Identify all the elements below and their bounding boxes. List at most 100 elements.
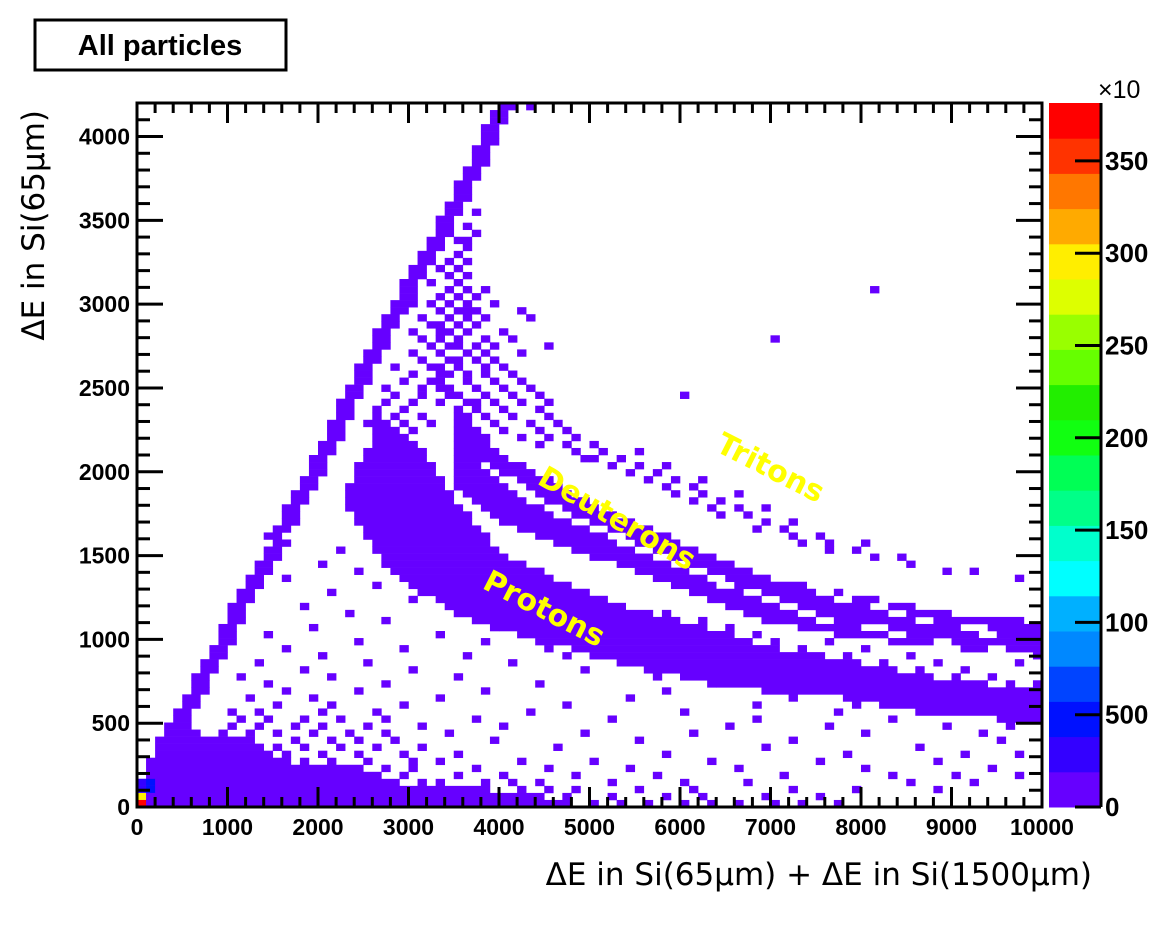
- heatmap-cell-run: [327, 419, 346, 428]
- heatmap-cell-run: [725, 722, 735, 730]
- heatmap-cell-run: [797, 799, 807, 808]
- heatmap-cell-run: [435, 778, 445, 787]
- heatmap-cell-run: [417, 250, 436, 259]
- heatmap-cell-run: [435, 694, 445, 702]
- heatmap-cell-run: [625, 764, 636, 773]
- colorbar-band: [1049, 208, 1101, 245]
- x-tick-label: 5000: [564, 814, 615, 840]
- heatmap-cell-run: [137, 792, 545, 801]
- heatmap-cell-run: [634, 785, 645, 794]
- heatmap-cell-run: [372, 708, 382, 716]
- heatmap-cell-run: [390, 412, 400, 421]
- heatmap-cell-run: [453, 609, 654, 618]
- heatmap-cell-run: [345, 483, 445, 491]
- heatmap-cell-run: [734, 490, 744, 498]
- heatmap-cell-run: [345, 504, 464, 512]
- heatmap-cell-run: [381, 321, 400, 329]
- heatmap-cell-run: [752, 715, 762, 723]
- heatmap-cell-run: [562, 792, 572, 801]
- heatmap-cell-run: [453, 771, 464, 780]
- heatmap-cell-run: [643, 799, 654, 808]
- heatmap-cell-run: [906, 778, 916, 787]
- heatmap-cell-run: [462, 300, 473, 308]
- heatmap-cell-run: [363, 455, 427, 463]
- heatmap-cell-run: [408, 764, 418, 773]
- heatmap-cell-run: [308, 455, 328, 463]
- heatmap-cell-run: [327, 426, 346, 435]
- heatmap-cell-run: [435, 307, 445, 315]
- heatmap-cell-run: [462, 166, 482, 174]
- heatmap-cell-run: [544, 412, 554, 421]
- heatmap-cell-run: [508, 370, 518, 378]
- heatmap-cell-run: [499, 328, 509, 336]
- heatmap-cell-run: [336, 546, 346, 554]
- heatmap-cell-run: [716, 511, 726, 519]
- heatmap-cell-run: [879, 659, 889, 667]
- heatmap-cell-run: [453, 412, 473, 421]
- heatmap-cell-run: [263, 631, 274, 639]
- heatmap-cell-run: [544, 645, 554, 653]
- heatmap-cell-run: [444, 300, 455, 308]
- heatmap-cell-run: [263, 546, 283, 554]
- heatmap-cell-run: [408, 581, 572, 590]
- heatmap-cell-run: [815, 792, 826, 801]
- heatmap-cell-run: [616, 659, 862, 667]
- heatmap-cell-run: [788, 518, 798, 526]
- heatmap-cell-run: [978, 729, 988, 737]
- colorbar-band: [1049, 666, 1101, 702]
- heatmap-cell-run: [453, 363, 464, 371]
- heatmap-cell-run: [833, 588, 844, 597]
- heatmap-cell-run: [318, 447, 337, 456]
- heatmap-cell-run: [797, 539, 807, 547]
- y-tick-label: 0: [117, 794, 130, 820]
- heatmap-cell-run: [354, 476, 445, 484]
- heatmap-cell-run: [906, 560, 916, 568]
- heatmap-cell-run: [354, 469, 436, 477]
- heatmap-cell-run: [372, 328, 391, 336]
- y-tick-label: 2000: [79, 459, 130, 485]
- heatmap-cell-run: [227, 616, 246, 625]
- heatmap-cell-run: [987, 623, 1043, 632]
- heatmap-cell-run: [363, 419, 391, 428]
- heatmap-cell-run: [146, 757, 292, 766]
- heatmap-cell-run: [851, 595, 880, 604]
- heatmap-cell-run: [888, 623, 961, 632]
- colorbar-tick-label: 250: [1105, 331, 1148, 361]
- heatmap-cell-run: [435, 370, 455, 378]
- heatmap-cell-run: [580, 455, 590, 463]
- heatmap-cell-run: [707, 799, 717, 808]
- heatmap-cell-run: [363, 532, 491, 540]
- heatmap-cells: [137, 103, 1043, 808]
- colorbar-tick-label: 100: [1105, 607, 1148, 637]
- y-tick-label: 500: [92, 710, 130, 736]
- heatmap-cell-run: [299, 743, 310, 751]
- heatmap-cell-run: [996, 631, 1043, 639]
- heatmap-cell-run: [381, 764, 391, 773]
- heatmap-cell-run: [480, 131, 500, 139]
- heatmap-cell-run: [643, 476, 654, 484]
- heatmap-cell-run: [861, 729, 871, 737]
- colorbar-multiplier: ×10: [1098, 76, 1140, 104]
- heatmap-cell-run: [670, 490, 681, 498]
- heatmap-cell-run: [480, 391, 491, 399]
- heatmap-cell-run: [381, 715, 391, 723]
- heatmap-cell-run: [426, 363, 445, 371]
- heatmap-cell-run: [526, 314, 536, 322]
- heatmap-cell-run: [462, 349, 473, 357]
- heatmap-cell-run: [517, 757, 527, 766]
- heatmap-cell-run: [318, 708, 328, 716]
- heatmap-cell-run: [616, 799, 626, 808]
- heatmap-cell-run: [499, 771, 509, 780]
- heatmap-cell-run: [499, 384, 509, 392]
- heatmap-cell-run: [634, 462, 645, 470]
- heatmap-cell-run: [345, 490, 455, 498]
- heatmap-cell-run: [435, 215, 455, 223]
- heatmap-cell-run: [435, 398, 445, 407]
- heatmap-cell-run: [272, 701, 283, 709]
- heatmap-cell-run: [462, 490, 518, 498]
- heatmap-cell-run: [354, 363, 373, 371]
- heatmap-cell-run: [480, 687, 491, 695]
- heatmap-cell-run: [426, 279, 436, 287]
- heatmap-cell-run: [689, 497, 699, 505]
- heatmap-cell-run: [670, 476, 681, 484]
